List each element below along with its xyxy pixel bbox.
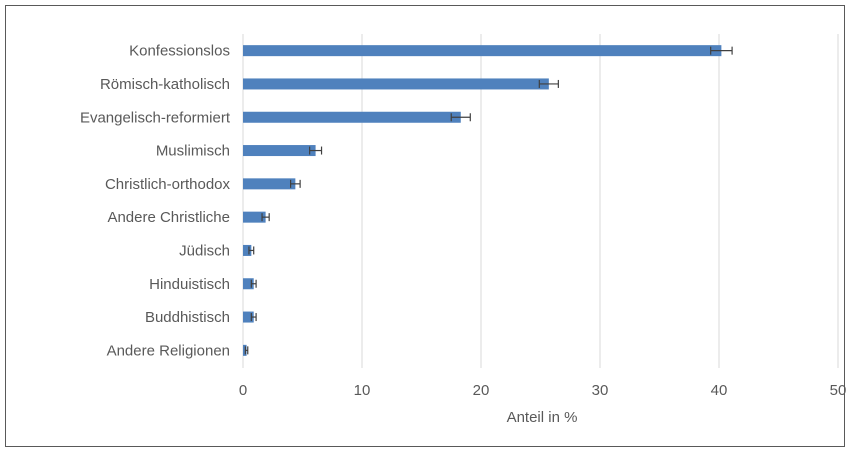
bar-6 — [243, 244, 252, 256]
category-label: Andere Christliche — [107, 209, 230, 226]
category-label: Hinduistisch — [149, 276, 230, 293]
category-label: Evangelisch-reformiert — [80, 109, 231, 126]
bar-7 — [243, 278, 254, 290]
error-bar-0 — [710, 46, 733, 55]
error-bar-9 — [244, 346, 249, 355]
category-label: Christlich-orthodox — [105, 176, 231, 193]
category-label: Konfessionslos — [129, 43, 230, 60]
bar-2 — [243, 111, 461, 123]
category-label: Römisch-katholisch — [100, 76, 230, 93]
bar-8 — [243, 311, 254, 323]
x-axis-title: Anteil in % — [507, 409, 578, 426]
x-axis-tick-labels: 0 10 20 30 40 50 — [239, 382, 846, 399]
x-tick-label: 0 — [239, 382, 247, 399]
error-bar-7 — [250, 279, 257, 288]
x-tick-label: 10 — [354, 382, 371, 399]
category-labels: Konfessionslos Römisch-katholisch Evangeli… — [80, 43, 231, 360]
bar-0 — [243, 45, 722, 57]
x-tick-label: 50 — [830, 382, 846, 399]
bar-4 — [243, 178, 296, 190]
x-tick-label: 20 — [473, 382, 490, 399]
category-label: Andere Religionen — [107, 342, 230, 359]
x-tick-label: 40 — [711, 382, 728, 399]
category-label: Muslimisch — [156, 143, 230, 160]
bar-chart: Konfessionslos Römisch-katholisch Evangeli… — [80, 34, 846, 426]
error-bar-5 — [261, 213, 270, 222]
error-bar-8 — [250, 313, 257, 322]
error-bar-4 — [290, 179, 301, 188]
bar-5 — [243, 211, 266, 223]
category-label: Jüdisch — [179, 242, 230, 259]
chart-frame: Konfessionslos Römisch-katholisch Evangeli… — [5, 5, 846, 447]
error-bar-2 — [450, 113, 471, 122]
error-bar-6 — [248, 246, 255, 255]
error-bar-1 — [538, 79, 559, 88]
category-label: Buddhistisch — [145, 309, 230, 326]
bar-3 — [243, 145, 316, 157]
bar-1 — [243, 78, 549, 90]
x-tick-label: 30 — [592, 382, 609, 399]
error-bar-3 — [309, 146, 323, 155]
bars — [243, 45, 722, 356]
error-bars — [244, 46, 733, 355]
